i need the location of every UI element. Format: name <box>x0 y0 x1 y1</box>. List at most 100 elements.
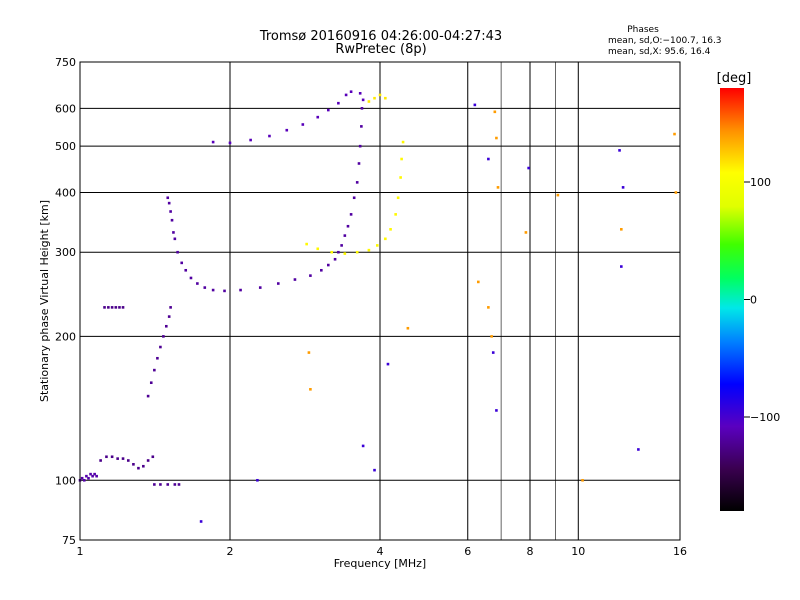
data-point <box>301 123 305 126</box>
data-point <box>249 138 252 142</box>
data-point <box>132 463 135 466</box>
data-point <box>142 464 145 468</box>
data-point <box>496 186 500 189</box>
data-point <box>327 263 330 267</box>
data-point <box>355 181 359 184</box>
data-point <box>107 306 110 309</box>
data-point <box>490 335 493 338</box>
data-point <box>361 444 365 448</box>
data-point <box>352 196 356 200</box>
data-point <box>137 466 140 470</box>
data-point <box>153 368 156 372</box>
data-point <box>268 134 271 138</box>
chart-subtitle: RwPretec (8p) <box>335 42 426 57</box>
data-point <box>358 144 362 148</box>
data-point <box>384 237 387 241</box>
grid <box>80 62 680 540</box>
data-point <box>223 289 226 293</box>
data-point <box>556 193 560 197</box>
data-point <box>105 455 108 459</box>
plot-frame <box>79 61 681 541</box>
data-point <box>618 149 621 152</box>
data-point <box>527 166 530 170</box>
x-tick-label: 16 <box>673 545 687 558</box>
data-point <box>239 288 242 292</box>
data-point <box>159 345 162 349</box>
y-tick-label: 300 <box>55 246 76 259</box>
data-point <box>305 242 308 246</box>
data-point <box>169 210 172 213</box>
x-axis: 1 2 4 6 8 10 16 <box>77 545 688 558</box>
data-point <box>121 457 125 460</box>
data-point <box>114 306 118 309</box>
data-point <box>337 250 340 254</box>
data-point <box>228 141 232 145</box>
data-point <box>473 103 477 107</box>
data-point <box>309 274 312 277</box>
data-point <box>173 237 177 241</box>
data-point <box>378 93 382 97</box>
phases-o-stats: mean, sd,O:−100.7, 16.3 <box>608 36 722 46</box>
data-point <box>401 140 405 144</box>
colorbar: [deg] 100 0 −100 <box>717 71 780 511</box>
data-point <box>285 128 289 132</box>
data-point <box>166 196 170 200</box>
data-point <box>293 278 297 281</box>
data-point <box>203 286 207 289</box>
data-point <box>524 231 528 234</box>
data-point <box>153 483 156 486</box>
y-tick-label: 500 <box>55 140 76 153</box>
data-point <box>177 483 181 486</box>
data-point <box>162 335 165 338</box>
phases-title: Phases <box>627 25 659 35</box>
data-point <box>87 476 90 480</box>
data-point <box>581 478 584 482</box>
data-point <box>406 326 410 330</box>
data-point <box>118 306 121 309</box>
y-tick-label: 75 <box>62 534 76 547</box>
data-point <box>487 306 490 309</box>
y-axis-label: Stationary phase Virtual Height [km] <box>38 200 51 402</box>
data-point <box>309 388 312 391</box>
colorbar-gradient <box>720 88 744 511</box>
data-point <box>199 520 203 523</box>
data-point <box>170 218 174 222</box>
data-point <box>167 201 171 205</box>
data-point <box>396 196 400 200</box>
data-point <box>116 457 119 460</box>
data-point <box>169 306 172 309</box>
data-point <box>173 483 177 486</box>
data-point <box>211 288 215 292</box>
data-point <box>196 282 199 285</box>
data-point <box>373 96 376 100</box>
colorbar-label: [deg] <box>717 71 752 86</box>
data-point <box>343 252 347 255</box>
data-point <box>327 108 330 112</box>
data-point <box>637 448 640 451</box>
data-point <box>99 459 102 462</box>
x-tick-label: 6 <box>464 545 471 558</box>
data-point <box>176 250 179 254</box>
data-point <box>340 244 343 247</box>
data-point <box>149 381 153 385</box>
x-tick-label: 1 <box>77 545 84 558</box>
data-point <box>85 474 88 478</box>
data-point <box>166 483 170 486</box>
data-point <box>375 244 379 247</box>
y-tick-label: 200 <box>55 330 76 343</box>
data-point <box>394 213 397 216</box>
data-point <box>373 468 376 472</box>
x-tick-label: 2 <box>227 545 234 558</box>
data-point <box>343 234 347 237</box>
data-point <box>146 394 150 398</box>
data-point <box>159 483 162 486</box>
data-point <box>673 132 676 136</box>
data-point <box>477 280 480 284</box>
data-point <box>164 324 168 328</box>
colorbar-tick-label: 100 <box>750 176 771 189</box>
colorbar-ticks: 100 0 −100 <box>744 176 780 424</box>
data-point <box>126 459 130 462</box>
data-point <box>349 213 353 216</box>
data-point <box>167 315 171 318</box>
